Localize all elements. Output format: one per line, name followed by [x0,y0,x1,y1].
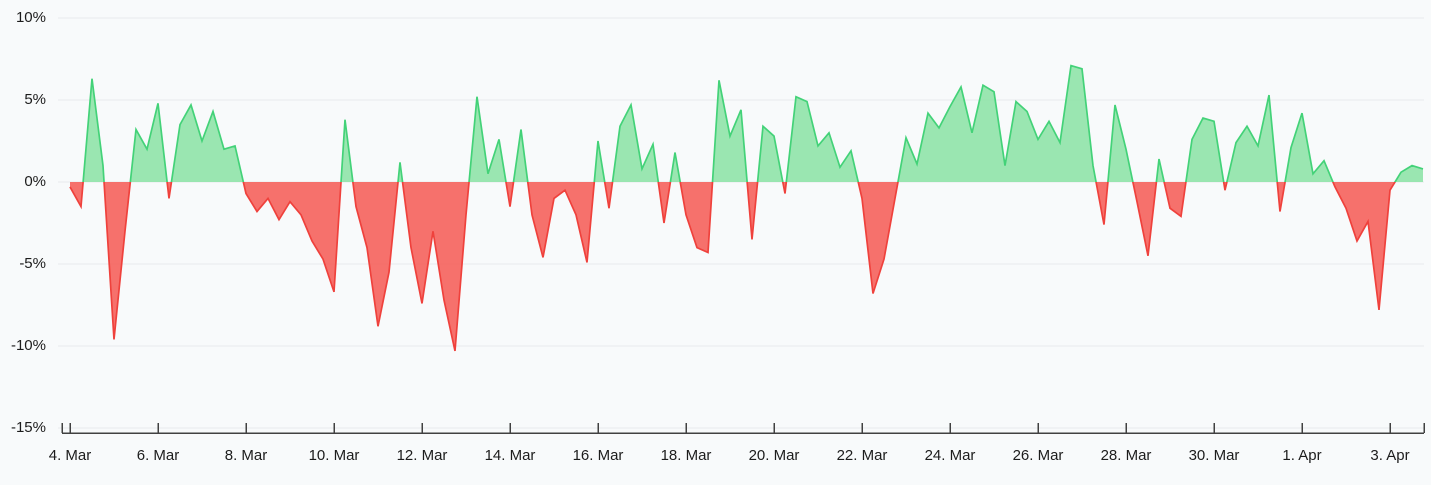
x-axis-label: 1. Apr [1282,447,1322,464]
x-axis-label: 24. Mar [924,447,976,464]
y-axis-label: -10% [10,337,46,354]
x-axis-label: 12. Mar [396,447,448,464]
x-axis-label: 30. Mar [1188,447,1240,464]
x-axis-label: 3. Apr [1370,447,1410,464]
x-axis-label: 28. Mar [1100,447,1152,464]
x-axis-label: 16. Mar [572,447,624,464]
y-axis-label: -15% [10,419,46,436]
x-axis-label: 18. Mar [660,447,712,464]
y-axis-label: 5% [24,91,46,108]
x-axis-label: 22. Mar [836,447,888,464]
x-axis-label: 10. Mar [308,447,360,464]
x-axis-label: 4. Mar [48,447,92,464]
y-axis-label: 0% [24,173,46,190]
x-axis-label: 26. Mar [1012,447,1064,464]
x-axis-label: 20. Mar [748,447,800,464]
x-axis-label: 14. Mar [484,447,536,464]
line-series-negative [69,182,1397,352]
y-axis-label: -5% [19,255,46,272]
x-axis-label: 6. Mar [136,447,180,464]
line-series-positive [82,64,1424,182]
y-axis-label: 10% [15,9,46,26]
x-axis-label: 8. Mar [224,447,268,464]
